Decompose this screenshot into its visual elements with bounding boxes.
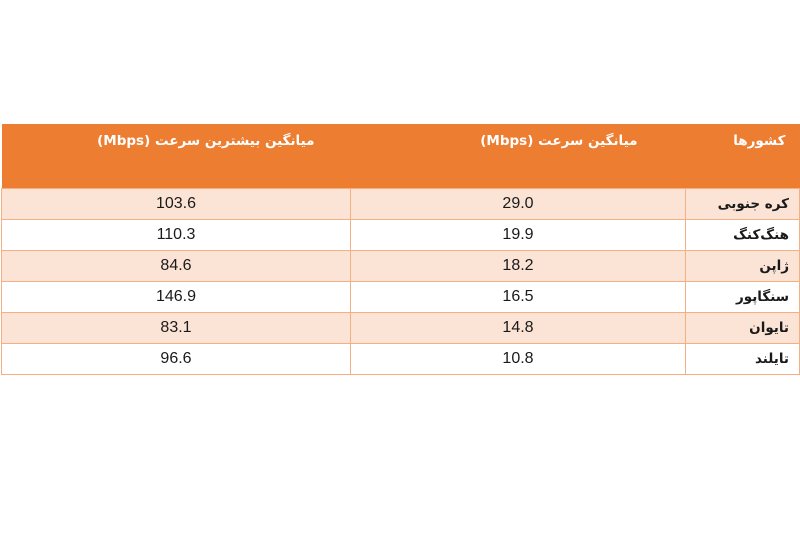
- table-header: میانگین بیشترین سرعت (Mbps) میانگین سرعت…: [1, 124, 800, 188]
- table-row: 83.1 14.8 تایوان: [1, 311, 800, 344]
- max-speed-cell: 110.3: [1, 218, 351, 251]
- country-cell: تایلند: [685, 342, 800, 375]
- table-row: 110.3 19.9 هنگ‌کنگ: [1, 218, 800, 251]
- max-speed-cell: 96.6: [1, 342, 351, 375]
- max-speed-cell: 84.6: [1, 249, 351, 282]
- table-row: 146.9 16.5 سنگاپور: [1, 280, 800, 313]
- country-cell: سنگاپور: [685, 280, 800, 313]
- table-row: 103.6 29.0 کره جنوبی: [1, 187, 800, 220]
- header-country: کشورها: [685, 124, 800, 188]
- avg-speed-cell: 10.8: [350, 342, 686, 375]
- country-cell: تایوان: [685, 311, 800, 344]
- country-cell: ژاپن: [685, 249, 800, 282]
- max-speed-cell: 83.1: [1, 311, 351, 344]
- avg-speed-cell: 29.0: [350, 187, 686, 220]
- max-speed-cell: 146.9: [1, 280, 351, 313]
- internet-speed-table: میانگین بیشترین سرعت (Mbps) میانگین سرعت…: [1, 124, 800, 375]
- table-row: 96.6 10.8 تایلند: [1, 342, 800, 375]
- max-speed-cell: 103.6: [1, 187, 351, 220]
- table-row: 84.6 18.2 ژاپن: [1, 249, 800, 282]
- header-avg-speed: میانگین سرعت (Mbps): [350, 124, 686, 188]
- avg-speed-cell: 19.9: [350, 218, 686, 251]
- country-cell: هنگ‌کنگ: [685, 218, 800, 251]
- header-row: میانگین بیشترین سرعت (Mbps) میانگین سرعت…: [1, 124, 800, 188]
- avg-speed-cell: 14.8: [350, 311, 686, 344]
- header-max-speed: میانگین بیشترین سرعت (Mbps): [1, 124, 351, 188]
- country-cell: کره جنوبی: [685, 187, 800, 220]
- avg-speed-cell: 16.5: [350, 280, 686, 313]
- table-body: 103.6 29.0 کره جنوبی 110.3 19.9 هنگ‌کنگ …: [1, 187, 800, 375]
- avg-speed-cell: 18.2: [350, 249, 686, 282]
